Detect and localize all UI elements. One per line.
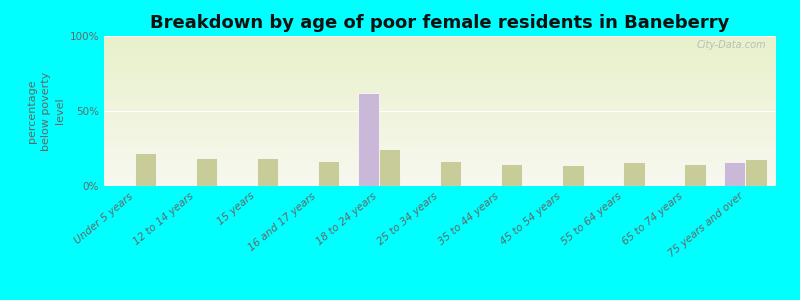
Bar — [379, 148, 400, 186]
Bar — [318, 160, 339, 186]
Y-axis label: percentage
below poverty
level: percentage below poverty level — [27, 71, 66, 151]
Bar — [196, 158, 217, 186]
Bar — [562, 165, 583, 186]
Bar — [724, 162, 746, 186]
Text: City-Data.com: City-Data.com — [696, 40, 766, 50]
Bar — [257, 158, 278, 186]
Bar — [358, 93, 379, 186]
Bar — [746, 159, 767, 186]
Bar — [134, 153, 156, 186]
Bar — [501, 164, 522, 186]
Bar — [684, 164, 706, 186]
Bar — [440, 160, 462, 186]
Title: Breakdown by age of poor female residents in Baneberry: Breakdown by age of poor female resident… — [150, 14, 730, 32]
Bar — [623, 162, 645, 186]
